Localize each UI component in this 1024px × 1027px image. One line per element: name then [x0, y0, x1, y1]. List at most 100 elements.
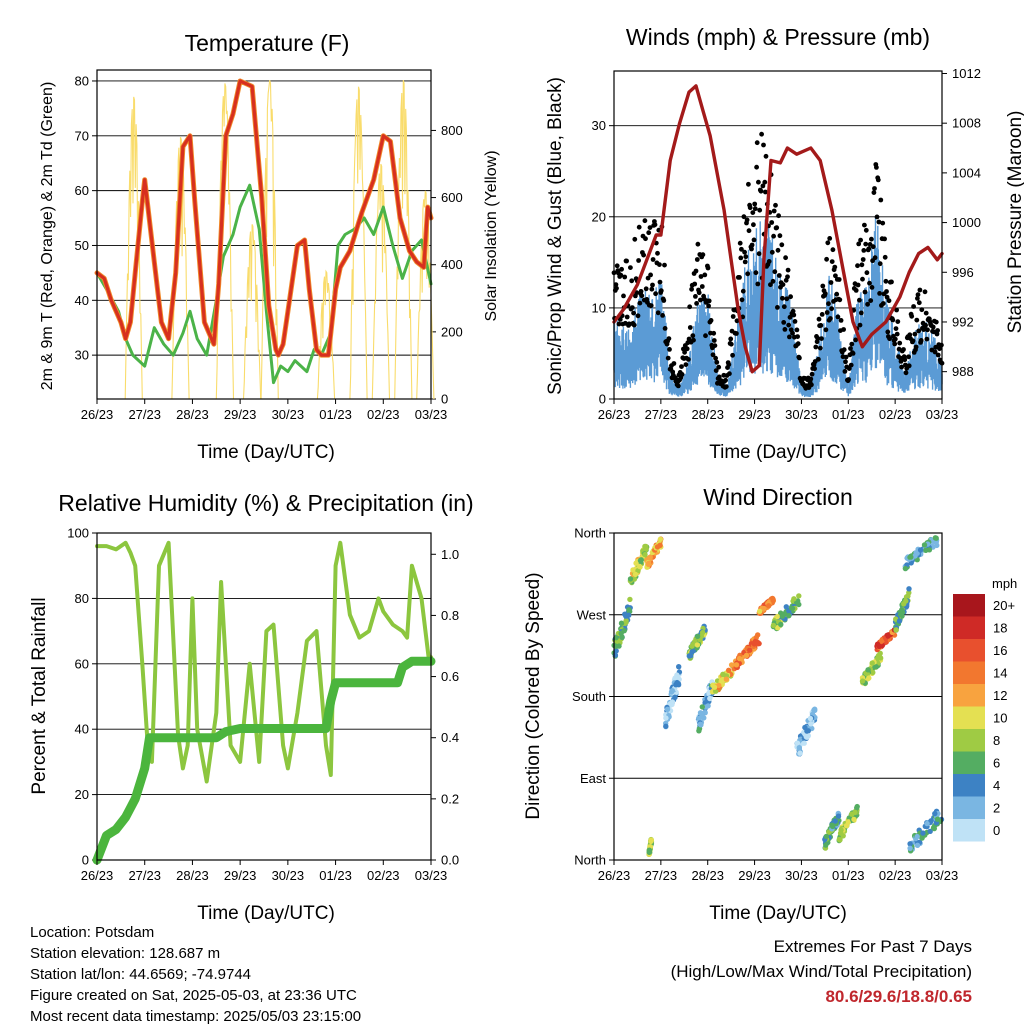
- station-info: Location: Potsdam Station elevation: 128…: [30, 922, 361, 1027]
- gust-point: [874, 214, 880, 220]
- gust-point: [726, 362, 732, 367]
- gust-point: [768, 282, 773, 288]
- direction-point: [823, 833, 830, 840]
- gust-point: [911, 304, 916, 309]
- direction-point: [849, 811, 855, 817]
- legend-swatch: [953, 796, 985, 819]
- gust-point: [770, 278, 776, 284]
- dir-ytick-label: East: [580, 771, 606, 786]
- gust-point: [935, 352, 941, 358]
- gust-point: [639, 293, 645, 299]
- dir-ytick-label: West: [577, 607, 607, 622]
- direction-point: [778, 621, 784, 628]
- direction-point: [893, 627, 899, 633]
- gust-point: [713, 355, 718, 361]
- gust-point: [787, 314, 793, 320]
- temperature-ylabel-right: Solar Insolation (Yellow): [483, 150, 500, 321]
- gust-point: [695, 241, 701, 247]
- gust-point: [836, 277, 842, 282]
- gust-point: [746, 181, 751, 187]
- gust-point: [935, 328, 940, 333]
- gust-point: [933, 344, 939, 350]
- gust-point: [691, 337, 696, 343]
- gust-point: [631, 310, 636, 316]
- gust-point: [818, 323, 824, 328]
- gust-point: [758, 188, 764, 194]
- direction-point: [633, 560, 639, 566]
- gust-point: [885, 329, 891, 335]
- gust-point: [829, 306, 834, 312]
- gust-point: [752, 206, 758, 212]
- gust-point: [742, 249, 747, 255]
- gust-point: [737, 240, 743, 246]
- legend-swatch: [953, 616, 985, 639]
- gust-point: [916, 300, 922, 306]
- direction-point: [796, 593, 802, 599]
- gust-point: [809, 371, 815, 377]
- direction-point: [770, 597, 776, 604]
- direction-point: [796, 745, 802, 751]
- temp-ytick-label: 70: [75, 128, 89, 143]
- direction-point: [757, 608, 763, 614]
- gust-point: [658, 288, 664, 294]
- gust-point: [769, 249, 775, 255]
- direction-point: [859, 678, 866, 684]
- legend-swatch: [953, 729, 985, 752]
- direction-point: [917, 547, 924, 553]
- gust-point: [629, 278, 635, 284]
- dir-xtick-label: 28/23: [691, 868, 724, 883]
- temp-xtick-label: 26/23: [81, 407, 114, 422]
- gust-point: [785, 274, 790, 280]
- direction-point: [733, 662, 740, 668]
- direction-point: [914, 833, 920, 840]
- gust-point: [816, 356, 821, 362]
- gust-point: [780, 282, 786, 287]
- insolation-line: [124, 96, 143, 400]
- gust-point: [880, 220, 886, 226]
- gust-point: [825, 240, 831, 246]
- legend-label: 6: [993, 756, 1000, 771]
- gust-point: [771, 233, 776, 239]
- gust-point: [897, 340, 903, 346]
- gust-point: [730, 314, 736, 319]
- gust-point: [859, 262, 865, 268]
- winds-plot: 0 10 20 30 988 992 996 1000 1004 1008 1012 26/23 27/…: [592, 66, 981, 422]
- gust-point: [618, 272, 624, 278]
- gust-point: [712, 343, 718, 348]
- gust-point: [687, 325, 693, 330]
- gust-point: [895, 319, 901, 324]
- gust-point: [882, 254, 888, 260]
- gust-point: [910, 338, 916, 344]
- gust-point: [649, 286, 655, 292]
- direction-point: [618, 620, 625, 626]
- direction-point: [642, 551, 648, 558]
- gust-point: [925, 327, 930, 333]
- gust-point: [795, 341, 801, 347]
- gust-point: [850, 351, 856, 356]
- direction-point: [869, 660, 875, 666]
- gust-point: [737, 275, 742, 280]
- direction-point: [676, 664, 682, 670]
- direction-point: [914, 842, 921, 848]
- gust-point: [782, 327, 788, 332]
- gust-point: [766, 259, 772, 264]
- gust-point: [878, 197, 884, 203]
- rh-ytick-label: 40: [75, 722, 89, 737]
- gust-point: [824, 256, 829, 262]
- rh-ytick-label: 80: [75, 591, 89, 606]
- gust-point: [628, 265, 633, 270]
- gust-point: [622, 274, 628, 280]
- direction-point: [796, 601, 802, 608]
- gust-point: [762, 179, 768, 185]
- gust-point: [915, 296, 920, 301]
- gust-point: [713, 368, 719, 373]
- dir-xtick-label: 26/23: [598, 868, 631, 883]
- gust-point: [876, 219, 882, 225]
- gust-point: [901, 347, 906, 352]
- gust-point: [655, 310, 661, 316]
- gust-point: [734, 318, 740, 324]
- precipitation-line: [92, 656, 436, 865]
- gust-point: [863, 227, 869, 233]
- direction-point: [689, 649, 695, 655]
- gust-point: [716, 364, 722, 370]
